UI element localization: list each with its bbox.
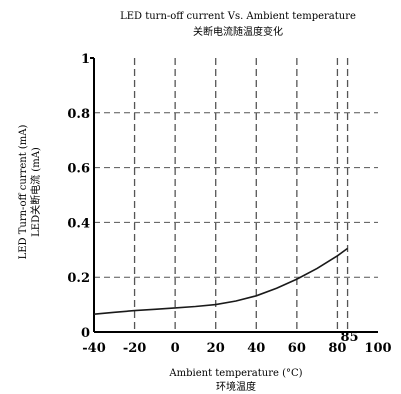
x-tick-label: 40 xyxy=(247,341,265,356)
y-axis-label-cn: LED关断电流 (mA) xyxy=(29,147,42,237)
x-tick-label: 100 xyxy=(364,341,391,356)
y-tick-label: 0 xyxy=(81,326,90,341)
x-tick-label: 60 xyxy=(288,341,306,356)
x-tick-label: 0 xyxy=(171,341,180,356)
x-tick-label: -40 xyxy=(82,341,106,356)
y-tick-label: 1 xyxy=(81,52,90,67)
x-axis-label: Ambient temperature (°C) xyxy=(168,368,302,379)
y-tick-label: 0.4 xyxy=(67,216,90,231)
x-tick-label: 80 xyxy=(328,341,346,356)
x-tick-label: 20 xyxy=(207,341,225,356)
x-tick-label: -20 xyxy=(123,341,147,356)
x-axis-label-cn: 环境温度 xyxy=(216,380,256,393)
chart-subtitle: 关断电流随温度变化 xyxy=(193,25,283,38)
grid xyxy=(94,58,378,332)
y-axis-label: LED Turn-off current (mA) xyxy=(18,125,29,260)
y-tick-label: 0.8 xyxy=(67,107,90,122)
chart-title: LED turn-off current Vs. Ambient tempera… xyxy=(120,11,356,22)
series-line xyxy=(93,247,349,315)
x-tick-label-extra: 85 xyxy=(341,330,359,345)
series xyxy=(93,247,349,315)
tick-labels: -40 -20 0 20 40 60 80 100 85 0 0.2 0.4 0.6 0.8 1 xyxy=(67,52,391,356)
y-tick-label: 0.2 xyxy=(67,271,90,286)
axes xyxy=(90,57,378,333)
y-tick-label: 0.6 xyxy=(67,162,90,177)
